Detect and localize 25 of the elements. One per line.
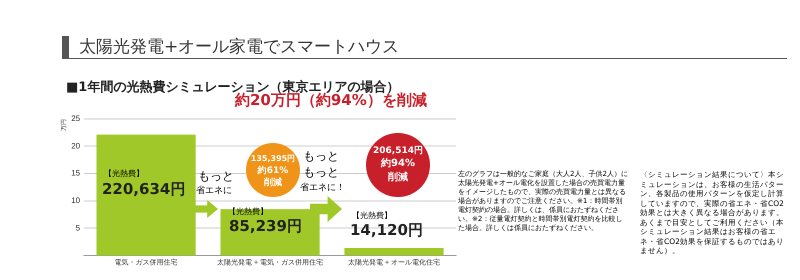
annotation: 【光熱費】 [228,206,268,218]
y-tick-label: 5 [76,223,81,232]
y-tick-label: 10 [71,196,81,206]
y-tick-label: 20 [71,141,81,150]
chart-title: 太陽光発電+オール家電でスマートハウス [62,36,787,59]
annotation: 削減 [387,172,409,184]
annotation: 約94% [380,158,416,170]
annotation: もっと [303,165,339,179]
annotation: 85,239円 [229,217,302,235]
annotation: 省エネに！ [300,182,345,194]
annotation: 135,395円 [250,153,296,165]
bar [344,248,444,256]
bar [96,134,196,256]
annotation: もっと [198,169,234,183]
annotation: 220,634円 [102,180,186,198]
annotation: 14,120円 [350,221,423,239]
annotation: 【光熱費】 [104,168,144,180]
y-tick-label: 25 [71,114,81,124]
y-tick-label: 15 [71,168,81,178]
annotation: 約61% [256,165,290,177]
annotation: 【光熱費】 [352,210,392,222]
annotation: 206,514円 [372,145,424,157]
annotation: もっと [303,149,339,163]
annotation: 省エネに [196,185,232,197]
annotation: 削減 [263,177,283,189]
